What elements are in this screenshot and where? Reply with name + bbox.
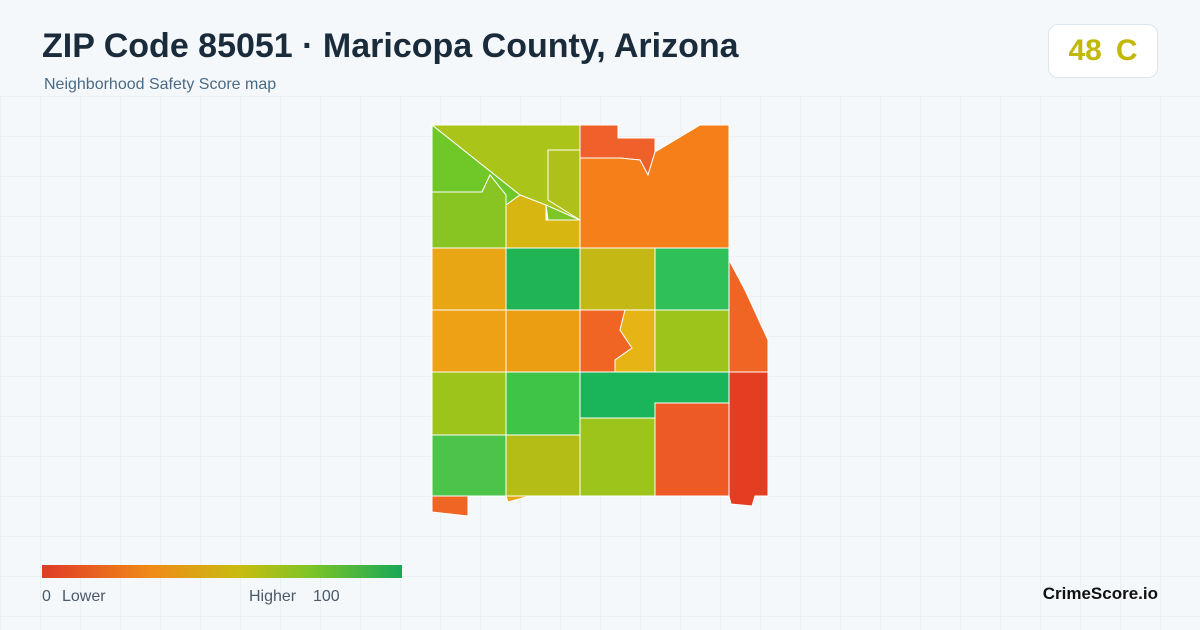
title: ZIP Code 85051 · Maricopa County, Arizon… xyxy=(42,27,739,65)
score-box: 48 C xyxy=(1048,24,1158,78)
legend-min-label: Lower xyxy=(62,588,106,605)
legend-gradient xyxy=(42,565,402,578)
zip-regions xyxy=(430,123,769,517)
legend-max: 100 xyxy=(313,588,340,605)
legend-max-label: Higher xyxy=(249,588,297,605)
subtitle: Neighborhood Safety Score map xyxy=(44,76,277,93)
brand: CrimeScore.io xyxy=(1042,584,1158,603)
score-value: 48 xyxy=(1068,34,1102,67)
score-grade: C xyxy=(1115,34,1138,67)
legend-min: 0 xyxy=(42,588,51,605)
